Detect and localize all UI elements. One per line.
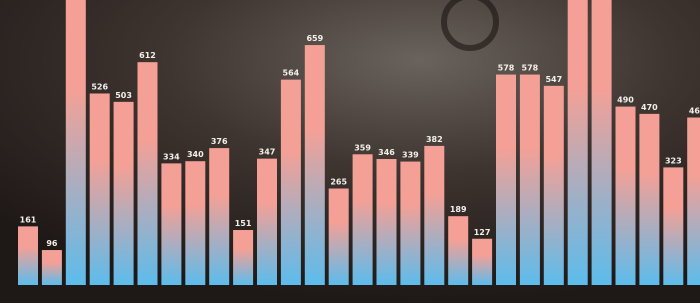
- value-label: 96: [46, 239, 58, 248]
- bar: [687, 118, 700, 285]
- bar: [18, 226, 38, 285]
- value-label: 578: [498, 64, 515, 73]
- chart: 1619682052650361233434037615134756465926…: [0, 0, 700, 303]
- value-label: 659: [306, 34, 323, 43]
- value-label: 460: [689, 107, 700, 116]
- value-label: 189: [450, 205, 467, 214]
- bar: [472, 239, 492, 285]
- bar: [209, 148, 229, 285]
- value-label: 578: [522, 64, 539, 73]
- bar: [377, 159, 397, 285]
- value-label: 127: [474, 228, 491, 237]
- value-label: 161: [20, 215, 37, 224]
- value-label: 151: [235, 219, 252, 228]
- bar: [424, 146, 444, 285]
- value-label: 376: [211, 137, 228, 146]
- page: {"chart_data": {"type": "bar", "values":…: [0, 0, 700, 303]
- value-label: 265: [330, 178, 347, 187]
- value-label: 470: [641, 103, 658, 112]
- bar: [185, 161, 205, 285]
- value-label: 346: [378, 148, 395, 157]
- bar: [233, 230, 253, 285]
- bar: [544, 86, 564, 285]
- bar: [114, 102, 134, 285]
- value-label: 359: [354, 143, 371, 152]
- bar: [448, 216, 468, 285]
- value-label: 340: [187, 150, 204, 159]
- bar: [281, 80, 301, 285]
- bar: [616, 107, 636, 285]
- value-label: 490: [617, 96, 634, 105]
- value-label: 334: [163, 152, 180, 161]
- bar: [161, 163, 181, 285]
- bar: [568, 0, 588, 285]
- value-label: 323: [665, 156, 682, 165]
- bar: [663, 167, 683, 285]
- bar: [329, 189, 349, 285]
- value-label: 526: [91, 82, 108, 91]
- bar: [496, 75, 516, 285]
- value-label: 564: [283, 69, 300, 78]
- bar: [90, 93, 110, 285]
- value-label: 547: [545, 75, 562, 84]
- bar: [138, 62, 158, 285]
- bar: [42, 250, 62, 285]
- bar: [639, 114, 659, 285]
- bar: [353, 154, 373, 285]
- value-label: 339: [402, 151, 419, 160]
- value-label: 382: [426, 135, 443, 144]
- value-label: 503: [115, 91, 132, 100]
- value-label: 347: [259, 148, 276, 157]
- bar: [305, 45, 325, 285]
- bar: [66, 0, 86, 285]
- bar: [257, 159, 277, 285]
- bar: [592, 0, 612, 285]
- value-label: 612: [139, 51, 156, 60]
- bar: [400, 162, 420, 285]
- bar: [520, 75, 540, 285]
